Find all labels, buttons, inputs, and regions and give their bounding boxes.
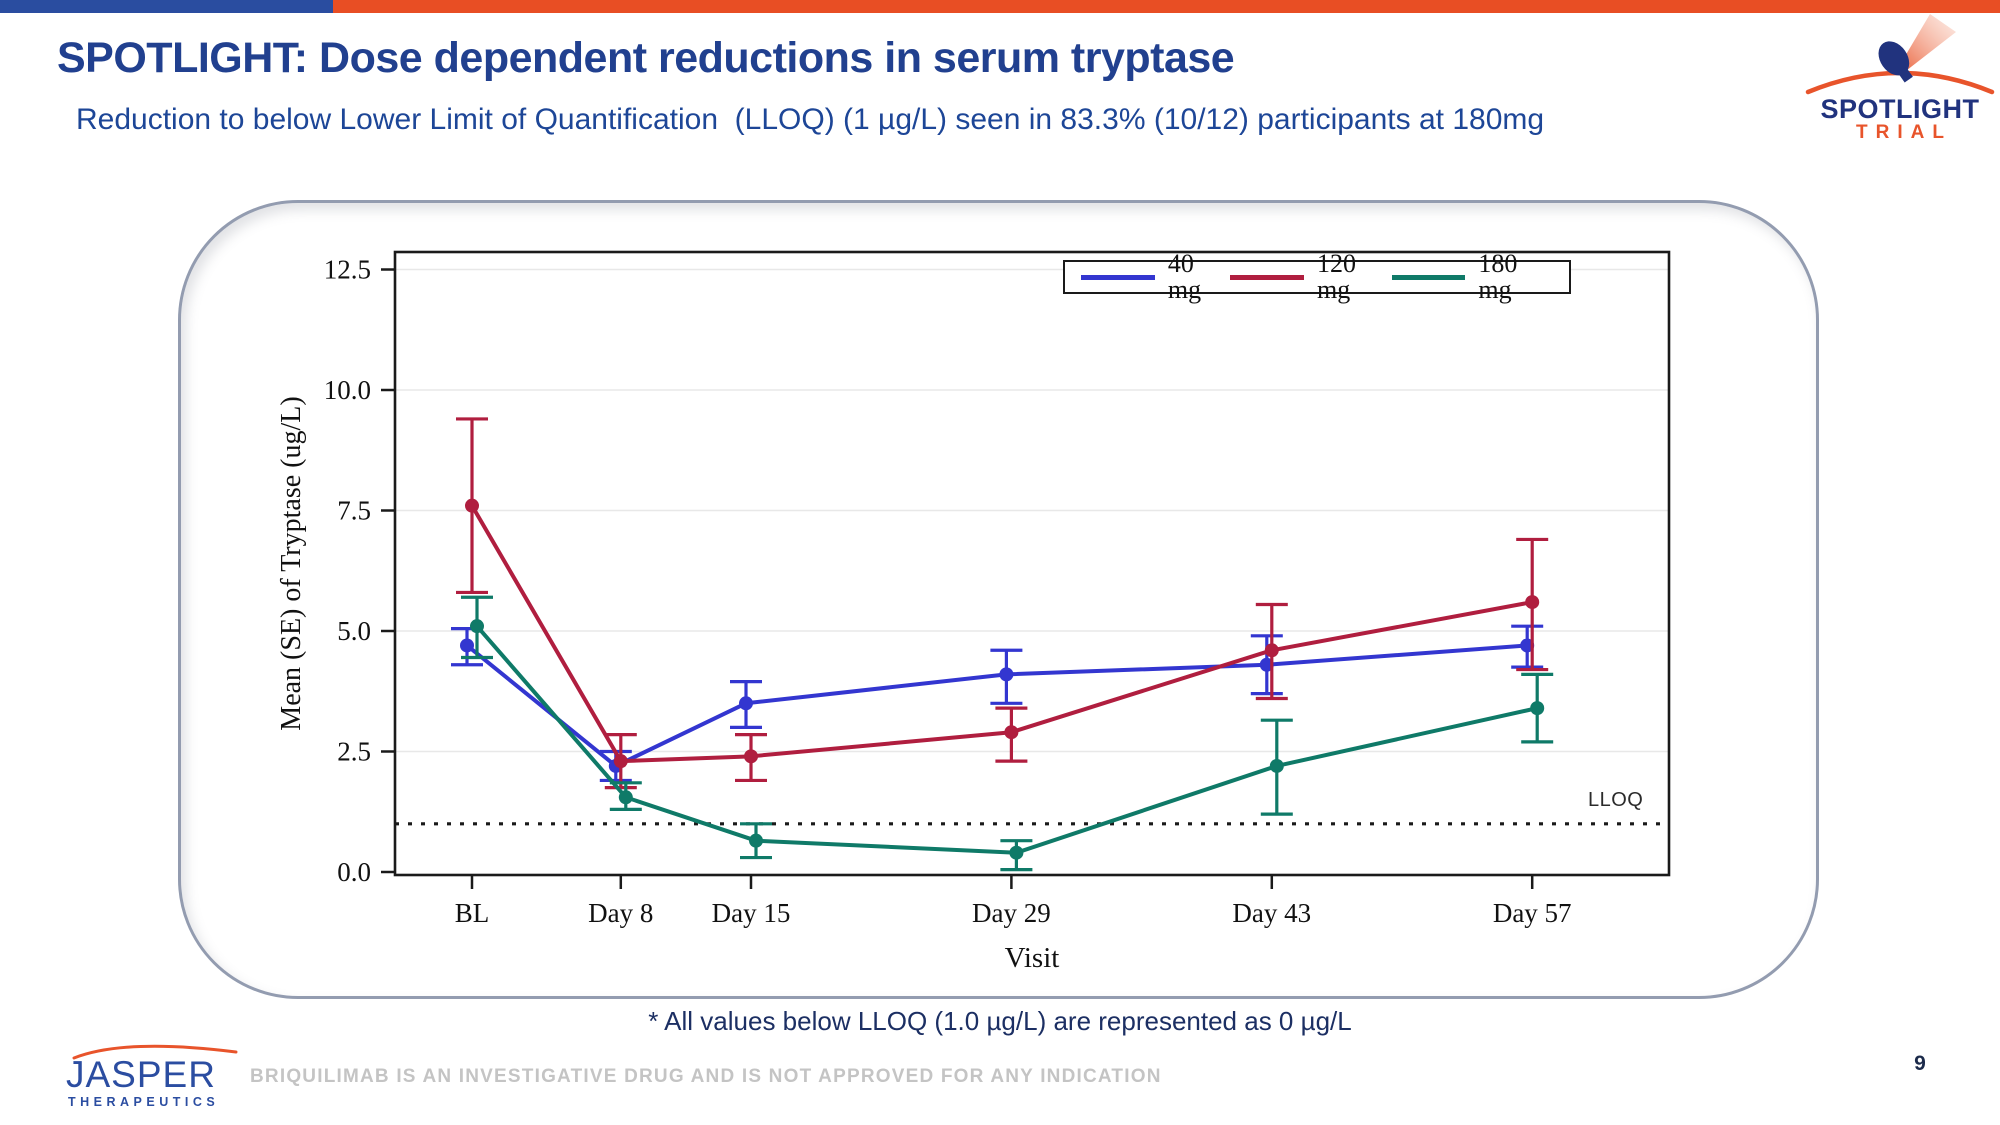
legend-line-sample [1081,274,1155,280]
y-tick-label: 7.5 [337,496,371,526]
legend-item-40-mg: 40 mg [1081,251,1230,303]
chart-legend: 40 mg 120 mg 180 mg [1063,251,1571,303]
data-point [470,619,484,634]
disclaimer-text: BRIQUILIMAB IS AN INVESTIGATIVE DRUG AND… [250,1066,1162,1087]
jasper-logo-text: JASPER [66,1054,216,1095]
y-axis-title: Mean (SE) of Tryptase (ug/L) [276,396,307,730]
jasper-therapeutics-logo: JASPER THERAPEUTICS [58,1040,258,1110]
series-line-120-mg [470,504,1533,764]
data-point [1269,758,1284,773]
legend-label: 120 mg [1316,249,1356,304]
data-point [618,790,633,805]
top-bar-blue-segment [0,0,333,13]
series-line-40-mg [465,643,1528,768]
x-axis-title: Visit [1005,942,1060,974]
data-point [460,638,474,653]
y-tick-label: 2.5 [337,737,371,767]
top-accent-bar [0,0,2000,13]
lloq-reference-label: LLOQ [1588,789,1644,811]
x-tick-label: Day 43 [1232,898,1311,928]
jasper-arc-icon [72,1044,238,1060]
x-tick-label: BL [455,898,490,928]
x-tick-label: Day 29 [972,898,1051,928]
chart-card [178,200,1819,999]
y-tick-label: 5.0 [337,616,371,646]
footnote: * All values below LLOQ (1.0 µg/L) are r… [648,1006,1352,1036]
data-point [739,696,753,711]
data-point [1004,725,1019,740]
x-tick-label: Day 15 [712,898,791,928]
data-point [613,754,628,769]
page-number: 9 [1914,1052,1926,1075]
top-bar-orange-segment [333,0,2000,13]
data-point [465,498,479,513]
legend-line-sample [1230,274,1304,280]
y-tick-label: 0.0 [337,857,371,887]
data-point [1530,701,1545,716]
y-tick-label: 12.5 [324,255,371,285]
spotlight-beam-icon [1805,14,1995,95]
legend-item-120-mg: 120 mg [1230,251,1391,303]
spotlight-logo-text: SPOTLIGHT [1820,94,1980,124]
y-tick-label: 10.0 [324,375,371,405]
plot-frame [393,250,1671,877]
data-point [749,833,763,848]
spotlight-trial-logo: SPOTLIGHT TRIAL [1798,12,2000,143]
legend-label: 40 mg [1167,249,1202,304]
data-point [744,749,758,764]
legend-item-180-mg: 180 mg [1391,249,1553,304]
legend-label: 180 mg [1478,249,1518,304]
tryptase-line-chart: 0.0 2.5 5.0 7.5 10.0 12.5 BL Day 8 Day 15 Day 29 D… [276,250,1671,974]
page-title: SPOTLIGHT: Dose dependent reductions in … [57,34,1235,82]
page-subtitle: Reduction to below Lower Limit of Quanti… [76,103,1545,136]
x-tick-label: Day 8 [588,898,653,928]
legend-line-sample [1391,274,1466,280]
data-point [999,667,1014,682]
spotlight-logo-trial-text: TRIAL [1856,122,1952,143]
x-tick-label: Day 57 [1493,898,1572,928]
data-point [1009,845,1024,860]
jasper-logo-subtext: THERAPEUTICS [68,1095,220,1109]
series-line-180-mg [475,624,1538,855]
data-point [1264,643,1279,658]
data-point [1525,595,1540,610]
